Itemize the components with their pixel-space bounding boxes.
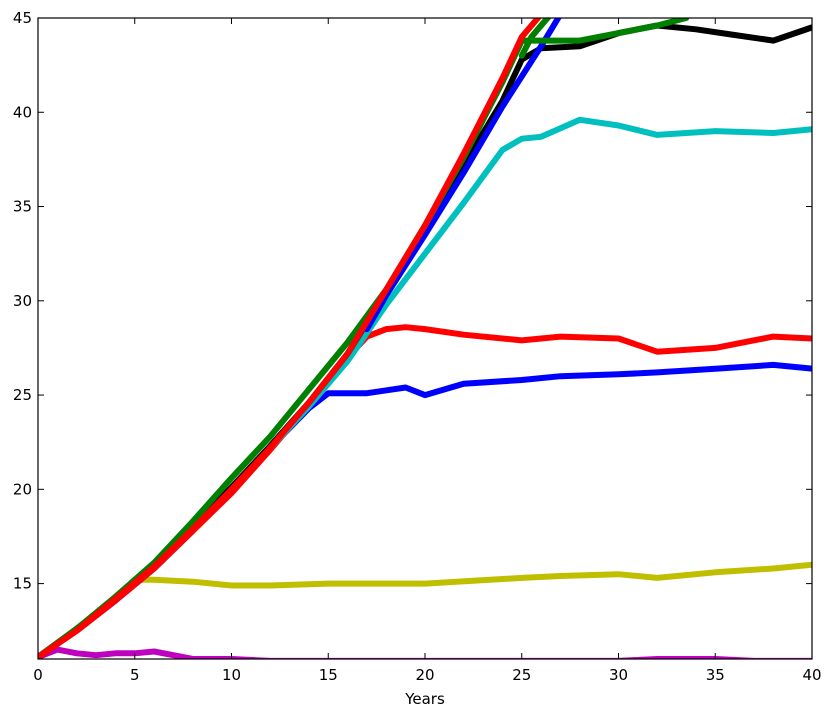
y-tick-label-45: 45 bbox=[13, 9, 32, 27]
y-tick-label-15: 15 bbox=[13, 575, 32, 593]
x-tick-label-35: 35 bbox=[706, 666, 725, 684]
y-tick-label-35: 35 bbox=[13, 198, 32, 216]
series-line-9 bbox=[38, 18, 542, 659]
series-line-0 bbox=[38, 646, 812, 659]
y-tick-label-40: 40 bbox=[13, 103, 32, 121]
x-tick-label-10: 10 bbox=[222, 666, 241, 684]
series-line-8 bbox=[518, 18, 552, 59]
y-tick-label-20: 20 bbox=[13, 480, 32, 498]
x-tick-label-30: 30 bbox=[609, 666, 628, 684]
x-tick-label-0: 0 bbox=[33, 666, 43, 684]
x-axis-label: Years bbox=[404, 690, 445, 708]
x-tick-label-15: 15 bbox=[319, 666, 338, 684]
series-layer bbox=[38, 18, 812, 659]
y-tick-label-30: 30 bbox=[13, 292, 32, 310]
tick-layer: 0 5 10 15 20 25 30 35 40 15 20 25 30 35 40 45 bbox=[13, 9, 822, 684]
x-tick-label-5: 5 bbox=[130, 666, 140, 684]
y-tick-label-25: 25 bbox=[13, 386, 32, 404]
x-tick-label-40: 40 bbox=[802, 666, 821, 684]
x-tick-label-20: 20 bbox=[415, 666, 434, 684]
x-tick-label-25: 25 bbox=[512, 666, 531, 684]
